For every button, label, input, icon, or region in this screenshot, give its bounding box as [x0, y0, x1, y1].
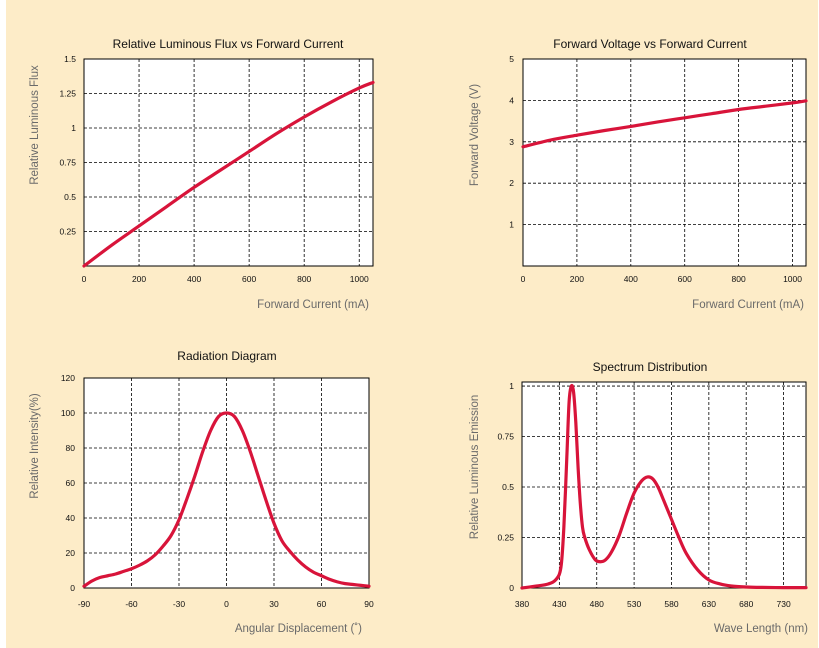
chart-3-y-tick-label: 20 — [66, 548, 76, 558]
chart-2-title: Forward Voltage vs Forward Current — [553, 37, 747, 51]
chart-2-y-ticks: 1 2 3 4 5 — [509, 54, 514, 230]
chart-1-x-tick-label: 0 — [82, 274, 87, 284]
chart-3-x-tick-label: -90 — [78, 599, 91, 609]
chart-3-x-tick-label: 0 — [224, 599, 229, 609]
chart-1-grid — [84, 59, 373, 266]
chart-2-series-line — [521, 99, 808, 149]
chart-1-y-tick-label: 0.5 — [64, 192, 76, 202]
chart-1-y-tick-label: 1 — [71, 123, 76, 133]
chart-2-y-tick-label: 2 — [509, 178, 514, 188]
chart-4-y-ticks: 0 0.25 0.5 0.75 1 — [497, 381, 514, 593]
chart-2-x-axis-label: Forward Current (mA) — [692, 299, 804, 311]
chart-1-x-tick-label: 200 — [132, 274, 146, 284]
chart-1-y-tick-label: 1.25 — [59, 89, 76, 99]
chart-2: 0 200 400 600 800 1000 1 2 3 4 5 Forward Voltage … — [469, 37, 808, 311]
chart-3-y-tick-label: 60 — [66, 478, 76, 488]
chart-2-x-tick-label: 600 — [678, 274, 692, 284]
chart-1-series-line — [82, 80, 375, 268]
chart-3-y-tick-label: 120 — [61, 373, 75, 383]
chart-1-y-ticks: 0.25 0.5 0.75 1 1.25 1.5 — [59, 54, 76, 237]
chart-1: 0 200 400 600 800 1000 0.25 0.5 0.75 1 1.25 1.5 Re… — [29, 37, 375, 311]
chart-3-y-tick-label: 40 — [66, 513, 76, 523]
chart-2-grid — [523, 59, 806, 266]
chart-1-x-tick-label: 600 — [242, 274, 256, 284]
chart-2-x-tick-label: 400 — [624, 274, 638, 284]
chart-1-x-tick-label: 1000 — [350, 274, 369, 284]
chart-3-y-tick-label: 100 — [61, 408, 75, 418]
chart-3-x-tick-label: -60 — [125, 599, 138, 609]
chart-3-x-axis-label: Angular Displacement (˚) — [235, 623, 362, 635]
chart-3-title: Radiation Diagram — [177, 349, 276, 363]
chart-4-grid — [522, 382, 806, 588]
chart-1-x-tick-label: 800 — [297, 274, 311, 284]
chart-2-y-tick-label: 1 — [509, 220, 514, 230]
chart-4-x-tick-label: 530 — [627, 599, 641, 609]
chart-2-y-tick-label: 3 — [509, 137, 514, 147]
chart-4-x-ticks: 380 430 480 530 580 630 680 730 — [515, 599, 791, 609]
chart-3-y-tick-label: 0 — [70, 583, 75, 593]
chart-4-x-tick-label: 380 — [515, 599, 529, 609]
chart-3-x-tick-label: 60 — [317, 599, 327, 609]
chart-3-y-ticks: 0 20 40 60 80 100 120 — [61, 373, 75, 593]
chart-1-y-tick-label: 1.5 — [64, 54, 76, 64]
chart-2-y-axis-label: Forward Voltage (V) — [469, 84, 481, 186]
chart-1-title: Relative Luminous Flux vs Forward Curren… — [113, 37, 344, 51]
chart-2-x-tick-label: 1000 — [783, 274, 802, 284]
chart-4-x-tick-label: 680 — [739, 599, 753, 609]
chart-2-y-tick-label: 5 — [509, 54, 514, 64]
chart-3-series-line — [82, 411, 371, 588]
chart-3-x-tick-label: 90 — [364, 599, 374, 609]
chart-1-y-tick-label: 0.75 — [59, 158, 76, 168]
cropped-header-strip — [6, 0, 818, 6]
chart-3: -90 -60 -30 0 30 60 90 0 20 40 60 80 100 120 Radiati… — [29, 349, 374, 635]
chart-4-x-tick-label: 730 — [776, 599, 790, 609]
chart-4-x-tick-label: 630 — [702, 599, 716, 609]
chart-2-plot-area — [522, 58, 807, 267]
chart-1-x-axis-label: Forward Current (mA) — [257, 299, 369, 311]
chart-1-y-axis-label: Relative Luminous Flux — [29, 65, 41, 185]
chart-4-plot-area — [521, 381, 807, 589]
chart-4-x-tick-label: 480 — [590, 599, 604, 609]
chart-1-x-tick-label: 400 — [187, 274, 201, 284]
chart-3-y-tick-label: 80 — [66, 443, 76, 453]
chart-1-x-ticks: 0 200 400 600 800 1000 — [82, 274, 369, 284]
chart-4-x-tick-label: 580 — [664, 599, 678, 609]
chart-4-y-axis-label: Relative Luminous Emission — [469, 395, 481, 539]
chart-2-x-tick-label: 0 — [521, 274, 526, 284]
chart-4-x-axis-label: Wave Length (nm) — [714, 623, 808, 635]
chart-2-x-tick-label: 200 — [570, 274, 584, 284]
chart-3-x-tick-label: -30 — [173, 599, 186, 609]
chart-4-series-line — [520, 383, 808, 590]
chart-2-y-tick-label: 4 — [509, 95, 514, 105]
chart-4-y-tick-label: 0.25 — [497, 533, 514, 543]
chart-2-x-tick-label: 800 — [732, 274, 746, 284]
chart-4-y-tick-label: 0 — [509, 583, 514, 593]
chart-4: 380 430 480 530 580 630 680 730 0 0.25 0.5 0.75 1 S… — [469, 360, 808, 635]
chart-1-y-tick-label: 0.25 — [59, 227, 76, 237]
chart-3-y-axis-label: Relative Intensity(%) — [29, 393, 41, 499]
chart-4-y-tick-label: 1 — [509, 381, 514, 391]
chart-4-y-tick-label: 0.5 — [502, 482, 514, 492]
chart-2-x-ticks: 0 200 400 600 800 1000 — [521, 274, 803, 284]
chart-4-x-tick-label: 430 — [552, 599, 566, 609]
chart-3-x-ticks: -90 -60 -30 0 30 60 90 — [78, 599, 374, 609]
chart-4-y-tick-label: 0.75 — [497, 432, 514, 442]
chart-4-title: Spectrum Distribution — [593, 360, 708, 374]
chart-3-x-tick-label: 30 — [269, 599, 279, 609]
